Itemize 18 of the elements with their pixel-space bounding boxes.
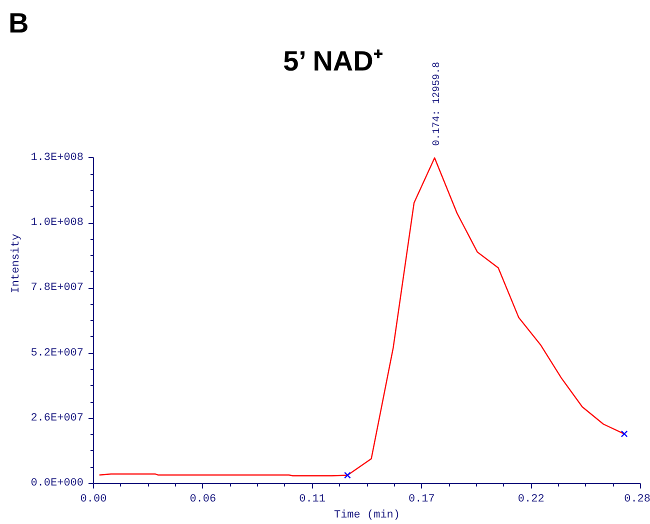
annotation: 0.174: 12959.8 (432, 62, 443, 146)
x-tick-label: 0.11 (299, 494, 326, 506)
x-tick-label: 0.22 (518, 494, 544, 506)
x-tick-label: 0.28 (624, 494, 650, 506)
text: B (8, 8, 29, 38)
y-tick-label: 2.6E+007 (30, 412, 84, 424)
line-series (98, 157, 625, 476)
x-axis-title: Time (min) (334, 510, 400, 522)
x-tick-label: 0.06 (190, 494, 216, 506)
y-tick-label: 7.8E+007 (30, 282, 84, 294)
y-axis-title: Intensity (10, 233, 23, 294)
chart-title: 5’ NAD⁺ (283, 46, 382, 76)
y-tick-label: 1.0E+008 (30, 217, 84, 230)
y-tick-label: 1.3E+008 (30, 152, 84, 164)
x-tick-label: 0.17 (408, 494, 435, 506)
y-tick-label: 0.0E+000 (30, 478, 84, 490)
y-tick-label: 5.2E+007 (30, 347, 84, 360)
x-tick-label: 0.00 (80, 494, 107, 506)
